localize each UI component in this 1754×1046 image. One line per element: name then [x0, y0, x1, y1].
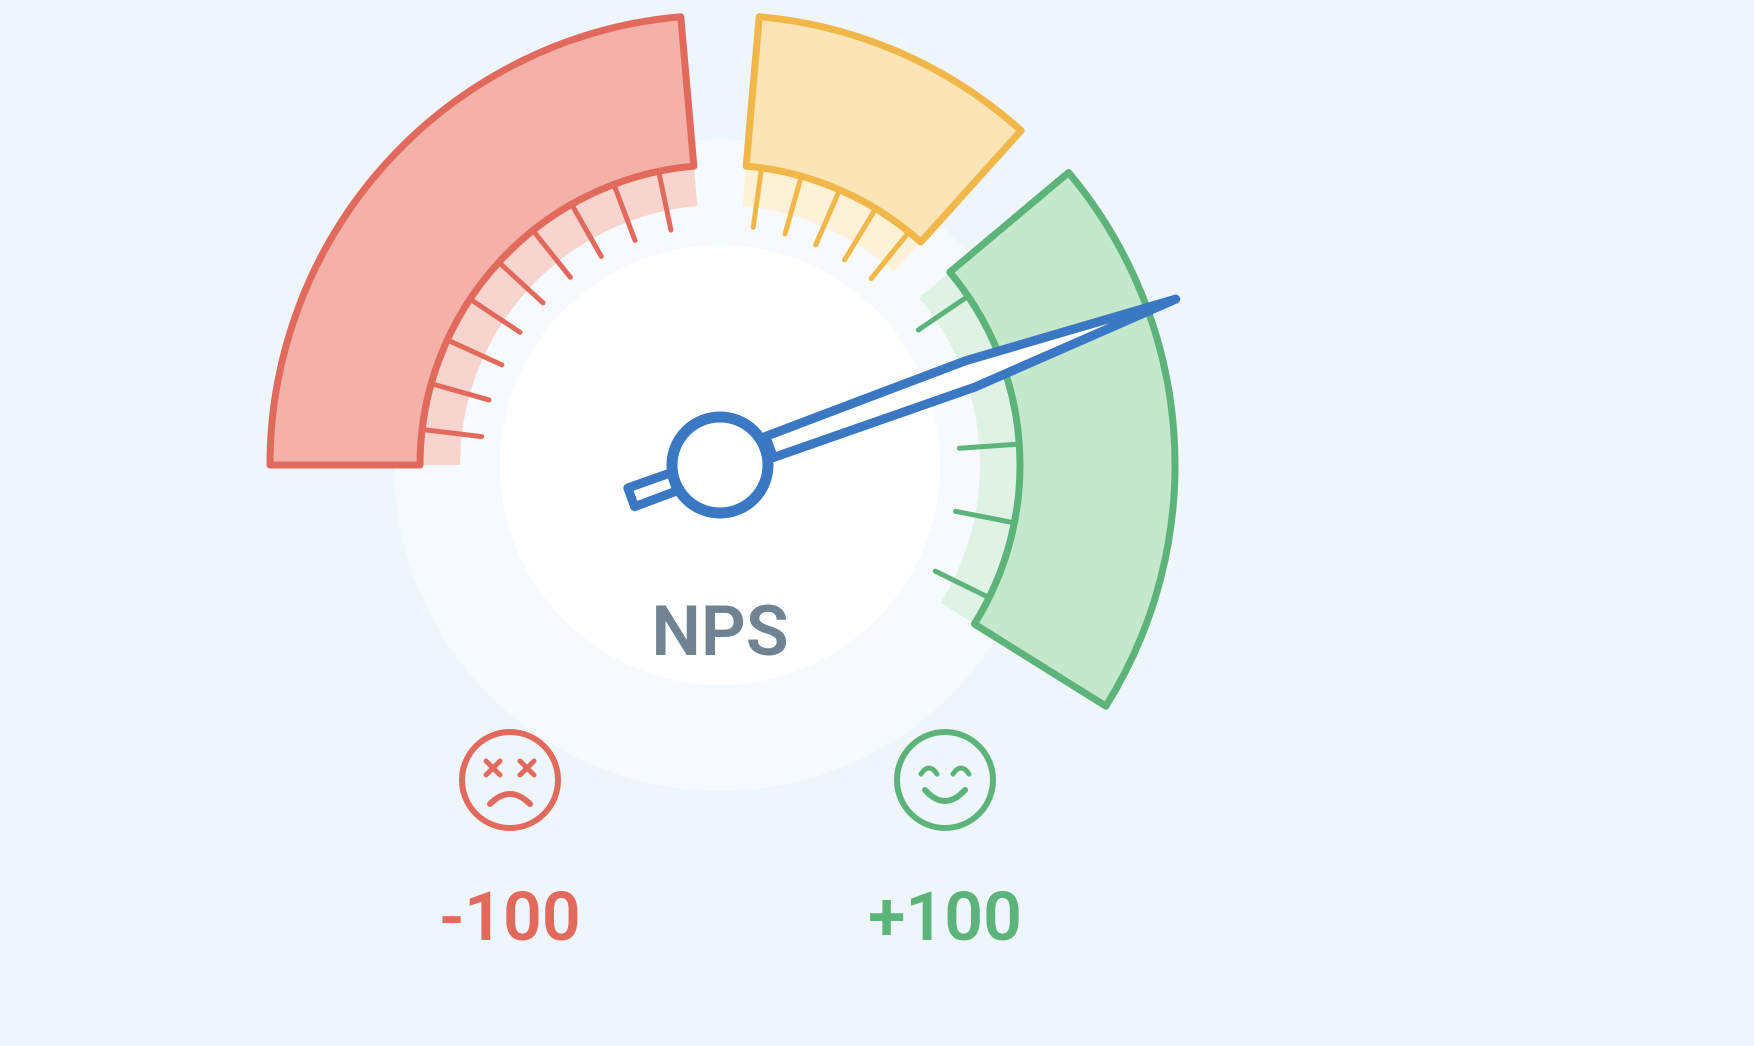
gauge-needle-hub — [672, 417, 768, 513]
min-label: -100 — [439, 877, 580, 957]
gauge-title: NPS — [651, 591, 788, 673]
max-label: +100 — [868, 877, 1022, 957]
gauge-svg: NPS -100 +100 — [0, 0, 1754, 1046]
nps-gauge-chart: NPS -100 +100 — [0, 0, 1754, 1046]
